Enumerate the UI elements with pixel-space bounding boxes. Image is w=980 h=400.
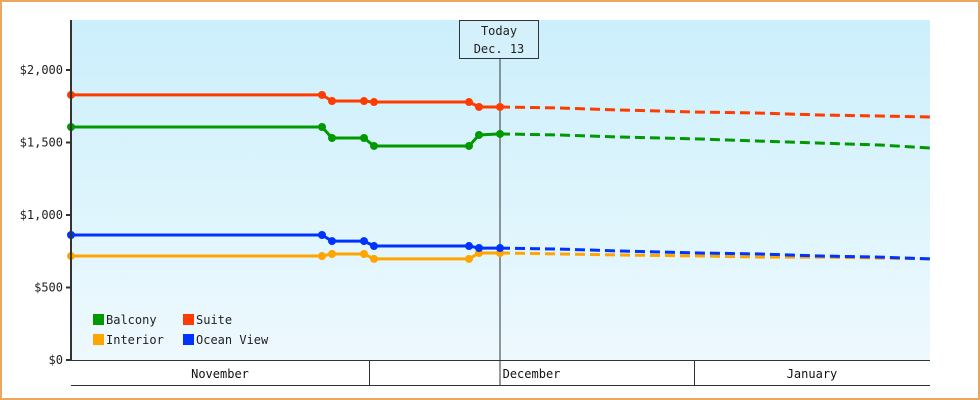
data-point[interactable] [360, 237, 368, 246]
data-point[interactable] [318, 252, 326, 261]
month-label: November [191, 367, 249, 381]
data-point[interactable] [328, 97, 336, 106]
legend-swatch [183, 314, 194, 325]
y-tick-label: $1,000 [20, 208, 63, 222]
today-label: Today [480, 24, 518, 38]
data-point[interactable] [475, 102, 483, 111]
data-point[interactable] [496, 102, 504, 111]
data-point[interactable] [328, 237, 336, 246]
data-point[interactable] [370, 141, 378, 150]
data-point[interactable] [465, 141, 473, 150]
data-point[interactable] [370, 98, 378, 107]
forecast-line [499, 246, 931, 261]
data-point[interactable] [318, 122, 326, 131]
data-point[interactable] [318, 90, 326, 99]
data-point[interactable] [465, 98, 473, 107]
forecast-line [499, 132, 931, 150]
data-point[interactable] [496, 129, 504, 138]
legend: Balcony Suite Interior Ocean View [93, 313, 269, 347]
data-point[interactable] [475, 130, 483, 139]
month-label: December [503, 367, 561, 381]
y-tick-label: $0 [49, 353, 63, 367]
series-lines [67, 90, 931, 263]
data-point[interactable] [360, 97, 368, 106]
month-label: January [787, 367, 838, 381]
legend-swatch [93, 314, 104, 325]
data-point[interactable] [360, 250, 368, 259]
forecast-line [499, 251, 931, 261]
data-point[interactable] [328, 134, 336, 143]
legend-label: Ocean View [196, 333, 269, 347]
y-axis: $0 $500 $1,000 $1,500 $2,000 [20, 63, 71, 367]
legend-swatch [183, 334, 194, 345]
y-tick-label: $1,500 [20, 136, 63, 150]
data-point[interactable] [465, 254, 473, 263]
y-tick-label: $500 [34, 281, 63, 295]
legend-label: Balcony [106, 313, 157, 327]
today-marker-label: Today Dec. 13 [459, 20, 539, 59]
data-point[interactable] [318, 231, 326, 240]
legend-swatch [93, 334, 104, 345]
data-point[interactable] [465, 242, 473, 251]
forecast-line [499, 105, 931, 119]
legend-label: Suite [196, 313, 232, 327]
data-point[interactable] [328, 250, 336, 259]
legend-label: Interior [106, 333, 164, 347]
data-point[interactable] [496, 244, 504, 253]
today-date: Dec. 13 [473, 42, 525, 56]
y-tick-label: $2,000 [20, 63, 63, 77]
data-point[interactable] [475, 244, 483, 253]
data-point[interactable] [360, 134, 368, 143]
data-point[interactable] [370, 254, 378, 263]
data-point[interactable] [370, 242, 378, 251]
